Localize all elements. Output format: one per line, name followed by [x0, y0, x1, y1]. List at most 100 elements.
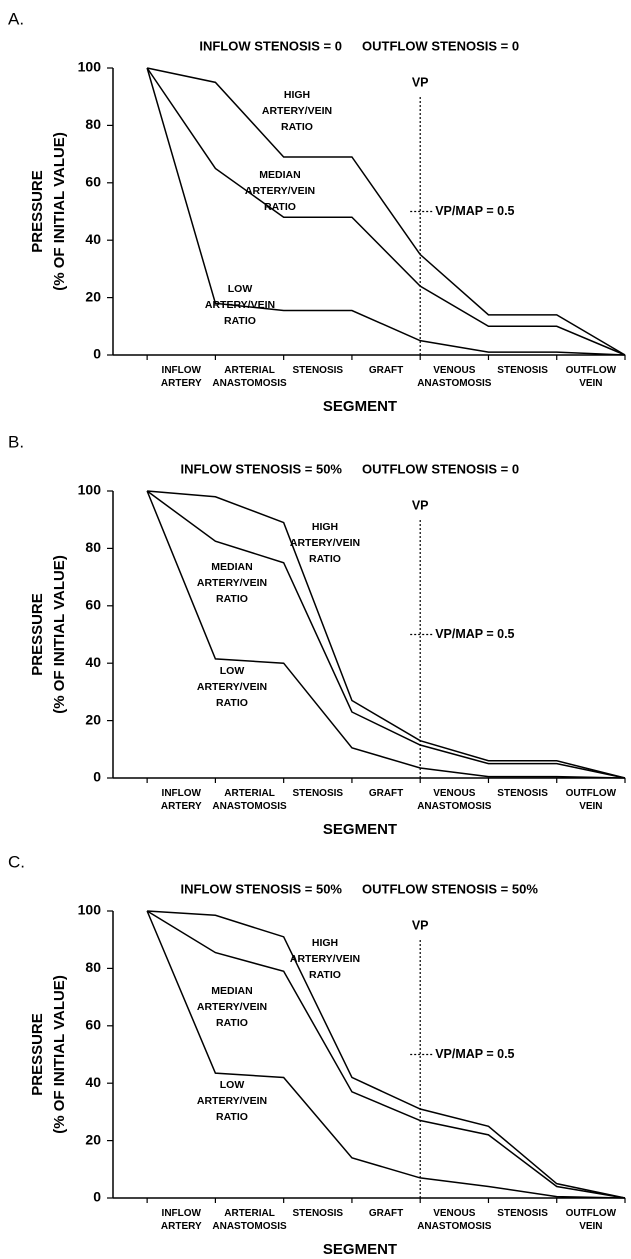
- x-category-label: INFLOW ARTERY: [161, 1208, 202, 1232]
- panel-label: B.: [8, 432, 24, 451]
- y-tick-label: 40: [85, 1074, 101, 1090]
- x-category-label: VENOUS ANASTOMOSIS: [417, 788, 492, 812]
- x-category-line: OUTFLOW: [566, 788, 617, 799]
- y-tick-label: 40: [85, 654, 101, 670]
- x-category-label: STENOSIS: [293, 365, 344, 376]
- x-category-line: ANASTOMOSIS: [417, 1221, 492, 1232]
- x-category-label: STENOSIS: [497, 365, 548, 376]
- series-line: [146, 490, 626, 779]
- x-category-line: GRAFT: [369, 1208, 403, 1219]
- series-line: [146, 67, 626, 356]
- series-label: LOW ARTERY/VEIN RATIO: [197, 665, 267, 709]
- x-category-label: GRAFT: [369, 1208, 403, 1219]
- y-tick-label: 80: [85, 116, 101, 132]
- x-category-line: VEIN: [579, 378, 602, 389]
- series-label-line: HIGH: [284, 89, 310, 101]
- series-label-line: ARTERY/VEIN: [197, 577, 267, 589]
- x-axis-label: SEGMENT: [323, 398, 397, 415]
- y-axis-label: (% OF INITIAL VALUE): [51, 132, 68, 291]
- x-category-label: INFLOW ARTERY: [161, 365, 202, 389]
- y-tick-label: 40: [85, 231, 101, 247]
- x-axis-label: SEGMENT: [323, 1241, 397, 1258]
- series-label-line: RATIO: [216, 1111, 248, 1123]
- x-category-line: OUTFLOW: [566, 1208, 617, 1219]
- x-category-line: GRAFT: [369, 788, 403, 799]
- y-axis-label: PRESSURE: [29, 1013, 46, 1096]
- series-label-line: ARTERY/VEIN: [262, 105, 332, 117]
- panel-label: A.: [8, 9, 24, 28]
- x-category-line: INFLOW: [162, 788, 202, 799]
- y-tick-label: 80: [85, 959, 101, 975]
- x-category-line: VEIN: [579, 1221, 602, 1232]
- x-category-line: STENOSIS: [293, 1208, 344, 1219]
- x-category-line: STENOSIS: [497, 1208, 548, 1219]
- x-category-label: OUTFLOW VEIN: [566, 1208, 617, 1232]
- series-label-line: ARTERY/VEIN: [197, 1095, 267, 1107]
- y-axis-label: (% OF INITIAL VALUE): [51, 975, 68, 1134]
- x-category-line: ARTERY: [161, 378, 202, 389]
- x-category-label: ARTERIAL ANASTOMOSIS: [212, 365, 287, 389]
- series-line: [146, 910, 626, 1199]
- x-axis-label: SEGMENT: [323, 821, 397, 838]
- y-axis-label: (% OF INITIAL VALUE): [51, 555, 68, 714]
- x-category-label: STENOSIS: [293, 1208, 344, 1219]
- series-label-line: RATIO: [216, 1017, 248, 1029]
- vp-map-label: VP/MAP = 0.5: [435, 627, 514, 641]
- x-category-line: VEIN: [579, 801, 602, 812]
- series-label-line: LOW: [228, 283, 253, 295]
- x-category-label: STENOSIS: [497, 1208, 548, 1219]
- x-category-line: STENOSIS: [293, 365, 344, 376]
- series-label: MEDIAN ARTERY/VEIN RATIO: [197, 561, 267, 605]
- series-label-line: LOW: [220, 665, 245, 677]
- x-category-line: ANASTOMOSIS: [212, 801, 287, 812]
- series-line: [147, 910, 626, 1199]
- y-tick-label: 0: [93, 346, 101, 362]
- series-label-line: ARTERY/VEIN: [245, 185, 315, 197]
- series-label-line: MEDIAN: [259, 169, 300, 181]
- x-category-label: ARTERIAL ANASTOMOSIS: [212, 788, 287, 812]
- series-label-line: MEDIAN: [211, 561, 252, 573]
- title: OUTFLOW STENOSIS = 50%: [362, 881, 538, 896]
- series-label-line: ARTERY/VEIN: [205, 299, 275, 311]
- x-category-label: GRAFT: [369, 788, 403, 799]
- y-tick-label: 0: [93, 769, 101, 785]
- x-category-line: VENOUS: [433, 788, 476, 799]
- panel-label: C.: [8, 852, 25, 871]
- title: OUTFLOW STENOSIS = 0: [362, 461, 519, 476]
- x-category-line: STENOSIS: [497, 365, 548, 376]
- x-category-line: ARTERY: [161, 1221, 202, 1232]
- series-label-line: RATIO: [281, 121, 313, 133]
- y-tick-label: 100: [78, 482, 102, 498]
- x-category-label: ARTERIAL ANASTOMOSIS: [212, 1208, 287, 1232]
- series-line: [146, 67, 626, 356]
- x-category-label: INFLOW ARTERY: [161, 788, 202, 812]
- x-category-line: ARTERIAL: [224, 1208, 275, 1219]
- x-category-line: ARTERY: [161, 801, 202, 812]
- title: INFLOW STENOSIS = 50%: [181, 461, 343, 476]
- vp-label: VP: [412, 498, 429, 512]
- x-category-label: VENOUS ANASTOMOSIS: [417, 365, 492, 389]
- x-category-line: STENOSIS: [497, 788, 548, 799]
- x-category-line: ANASTOMOSIS: [417, 378, 492, 389]
- series-label: MEDIAN ARTERY/VEIN RATIO: [245, 169, 315, 213]
- series-label-line: HIGH: [312, 937, 338, 949]
- vp-map-label: VP/MAP = 0.5: [435, 1047, 514, 1061]
- x-category-line: INFLOW: [162, 365, 202, 376]
- y-tick-label: 20: [85, 288, 101, 304]
- y-tick-label: 20: [85, 711, 101, 727]
- series-label-line: ARTERY/VEIN: [290, 953, 360, 965]
- series-label: LOW ARTERY/VEIN RATIO: [197, 1079, 267, 1123]
- y-tick-label: 100: [78, 59, 102, 75]
- series-label-line: RATIO: [309, 969, 341, 981]
- x-category-label: GRAFT: [369, 365, 403, 376]
- series-line: [147, 490, 626, 779]
- x-category-line: VENOUS: [433, 1208, 476, 1219]
- series-label: HIGH ARTERY/VEIN RATIO: [290, 521, 360, 565]
- x-category-line: ANASTOMOSIS: [417, 801, 492, 812]
- x-category-line: ARTERIAL: [224, 365, 275, 376]
- series-label-line: MEDIAN: [211, 985, 252, 997]
- x-category-label: STENOSIS: [293, 788, 344, 799]
- series-line: [146, 67, 626, 356]
- vp-label: VP: [412, 918, 429, 932]
